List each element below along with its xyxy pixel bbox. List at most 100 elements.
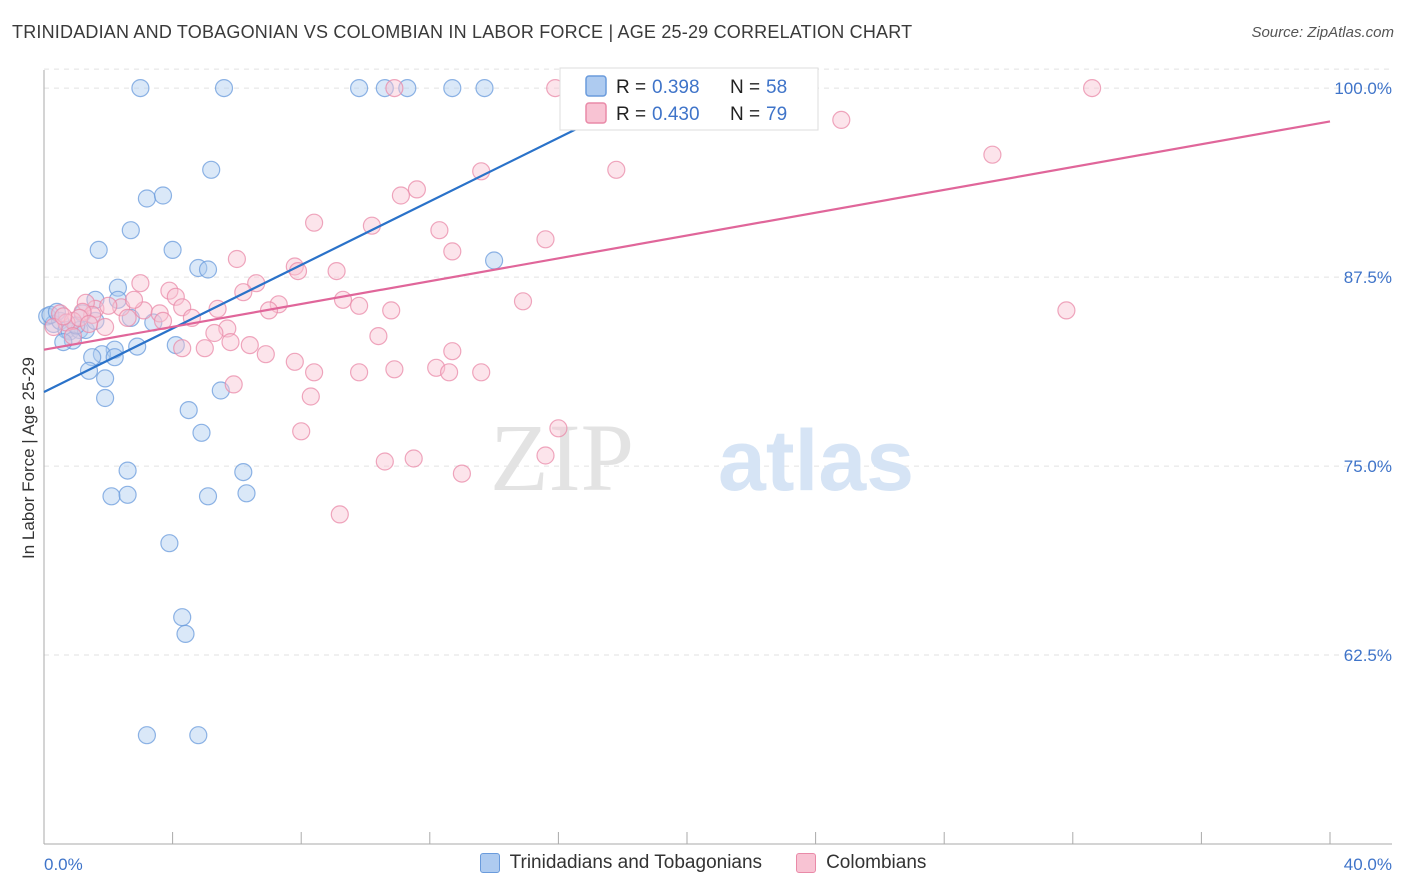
colombian-point-0 xyxy=(385,78,404,98)
x-tick-label-min: 0.0% xyxy=(44,855,83,874)
trinidadian-point-4 xyxy=(398,78,417,98)
colombian-point-64 xyxy=(292,422,311,441)
colombian-point-14 xyxy=(443,242,462,261)
colombian-point-18 xyxy=(327,262,346,281)
colombian-point-21 xyxy=(234,283,253,302)
trinidadian-point-7 xyxy=(202,160,221,179)
colombian-point-65 xyxy=(536,446,555,465)
colombian-point-62 xyxy=(301,387,320,406)
colombian-point-78 xyxy=(124,290,144,309)
axes xyxy=(43,70,1392,845)
colombian-point-15 xyxy=(227,249,246,269)
stats-box: R = 0.398 N = 58 R = 0.430 N = 79 xyxy=(559,67,819,131)
colombian-point-9 xyxy=(391,186,410,205)
legend-item-trinidadians: Trinidadians and Tobagonians xyxy=(479,852,763,874)
colombian-point-48 xyxy=(240,336,259,355)
colombian-point-50 xyxy=(173,339,192,358)
colombian-point-39 xyxy=(118,308,137,327)
colombian-point-3 xyxy=(1082,78,1102,98)
watermark-atlas: atlas xyxy=(718,413,914,509)
trinidadian-point-3 xyxy=(375,78,394,98)
trinidadian-point-5 xyxy=(443,78,462,98)
trinidadian-point-36 xyxy=(83,348,102,367)
colombian-point-77 xyxy=(79,314,99,334)
stats-r-label-1: R = xyxy=(616,77,646,98)
colombian-point-67 xyxy=(404,449,423,468)
colombian-point-8 xyxy=(407,180,426,199)
stats-n-value-2: 79 xyxy=(766,104,787,125)
source-credit: Source: ZipAtlas.com xyxy=(1251,24,1394,41)
stats-r-value-1: 0.398 xyxy=(652,77,700,98)
x-tick-label-max: 40.0% xyxy=(1344,855,1392,874)
colombian-point-53 xyxy=(443,342,462,361)
colombian-point-23 xyxy=(513,292,533,311)
colombian-point-27 xyxy=(350,296,369,315)
colombian-point-74 xyxy=(70,308,89,327)
stats-n-value-1: 58 xyxy=(766,77,787,98)
trinidadian-point-38 xyxy=(95,369,115,388)
legend-label-colombians: Colombians xyxy=(826,852,927,873)
colombian-point-51 xyxy=(195,339,214,358)
trinidadian-point-52 xyxy=(137,726,156,745)
y-axis-label: In Labor Force | Age 25-29 xyxy=(19,357,38,559)
trinidadian-point-41 xyxy=(179,401,198,420)
colombian-point-69 xyxy=(330,505,349,524)
stats-n-label-1: N = xyxy=(730,77,760,98)
trinidadian-point-51 xyxy=(176,624,195,644)
colombian-point-5 xyxy=(983,145,1002,164)
trinidadian-point-49 xyxy=(160,534,179,553)
colombian-point-11 xyxy=(362,216,381,235)
trinidadian-point-50 xyxy=(173,608,192,627)
stats-swatch-pink xyxy=(585,102,607,124)
trinidadian-point-43 xyxy=(118,461,137,480)
colombian-point-52 xyxy=(256,345,275,364)
y-tick-label-0: 62.5% xyxy=(1344,646,1392,665)
colombian-point-75 xyxy=(54,307,73,326)
colombian-point-68 xyxy=(452,464,471,483)
y-tick-label-3: 100.0% xyxy=(1334,79,1392,98)
series-colombians-points xyxy=(44,78,1102,524)
trinidadian-point-6 xyxy=(475,78,494,98)
trinidadian-point-8 xyxy=(137,189,156,208)
colombian-point-25 xyxy=(166,287,185,306)
colombian-point-46 xyxy=(205,323,224,343)
colombian-point-13 xyxy=(536,230,555,249)
colombian-point-49 xyxy=(221,333,240,352)
series-trinidadians-points xyxy=(38,78,504,745)
trinidadian-point-0 xyxy=(131,78,150,98)
colombian-point-6 xyxy=(607,160,626,179)
stats-swatch-blue xyxy=(585,75,607,97)
y-tick-label-1: 75.0% xyxy=(1344,457,1392,476)
colombian-point-12 xyxy=(430,221,449,240)
stats-r-value-2: 0.430 xyxy=(652,104,700,125)
trinidadian-point-53 xyxy=(189,726,208,745)
trinidadian-point-10 xyxy=(121,221,140,240)
colombian-point-47 xyxy=(369,327,388,346)
legend: Trinidadians and Tobagonians Colombians xyxy=(0,852,1406,874)
colombian-point-76 xyxy=(63,327,83,346)
trinidadian-point-47 xyxy=(198,487,218,506)
colombian-point-57 xyxy=(385,360,404,379)
colombian-point-56 xyxy=(350,363,369,382)
trinidadian-point-48 xyxy=(237,484,256,503)
legend-swatch-pink xyxy=(796,853,817,873)
colombian-point-63 xyxy=(549,419,568,438)
stats-n-label-2: N = xyxy=(730,104,760,125)
y-tick-label-2: 87.5% xyxy=(1344,268,1392,287)
colombian-point-70 xyxy=(1057,301,1076,320)
legend-item-colombians: Colombians xyxy=(796,852,926,874)
colombian-point-4 xyxy=(832,110,851,130)
trinidadian-point-11 xyxy=(163,240,182,259)
colombian-point-66 xyxy=(375,452,394,471)
colombian-point-61 xyxy=(224,375,243,394)
trinidadian-point-40 xyxy=(95,388,115,408)
y-tick-labels: 62.5% 75.0% 87.5% 100.0% xyxy=(1334,79,1392,665)
watermark: ZIP atlas xyxy=(490,404,914,511)
trinidadian-point-44 xyxy=(234,463,253,482)
trinidadian-point-42 xyxy=(192,423,211,442)
colombian-point-73 xyxy=(99,296,118,315)
colombian-point-45 xyxy=(95,317,115,337)
trinidadian-point-1 xyxy=(214,78,234,98)
legend-label-trinidadians: Trinidadians and Tobagonians xyxy=(509,852,763,873)
colombian-point-55 xyxy=(305,363,324,382)
